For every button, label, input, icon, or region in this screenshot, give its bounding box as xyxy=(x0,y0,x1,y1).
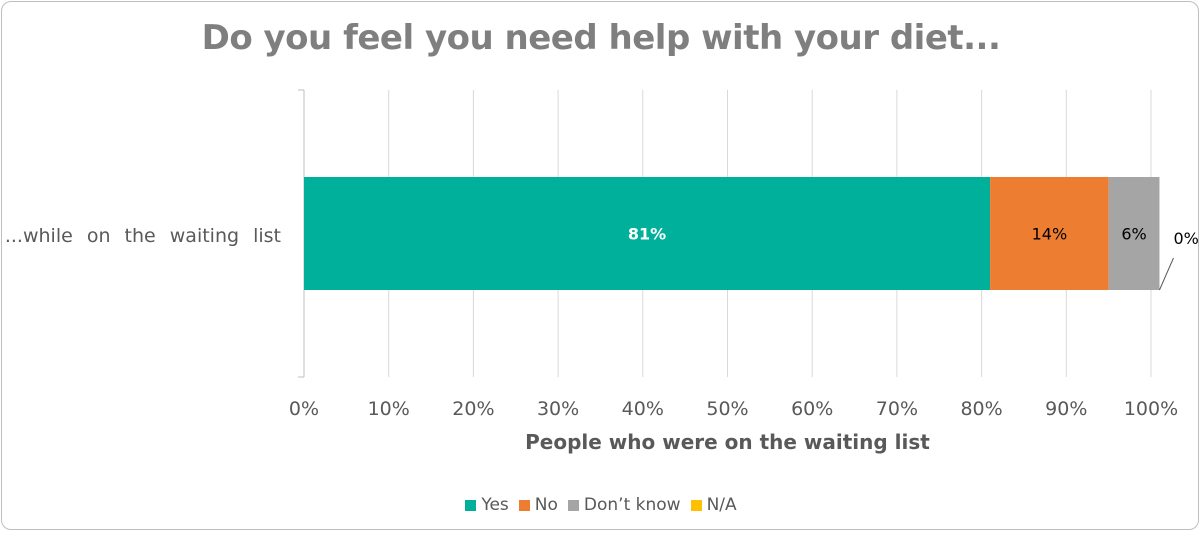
x-tick-label: 50% xyxy=(706,398,748,420)
data-label: 6% xyxy=(1121,225,1146,244)
x-tick-label: 30% xyxy=(537,398,579,420)
x-tick-label: 80% xyxy=(960,398,1002,420)
x-axis-title: People who were on the waiting list xyxy=(525,430,930,454)
legend-label: Yes xyxy=(481,495,509,515)
x-tick-label: 70% xyxy=(876,398,918,420)
legend-label: N/A xyxy=(706,495,737,515)
legend-item: Don’t know xyxy=(567,495,681,515)
category-label: ...while on the waiting list xyxy=(5,225,281,247)
data-label: 81% xyxy=(628,225,666,244)
x-tick-label: 90% xyxy=(1045,398,1087,420)
legend-label: No xyxy=(534,495,558,515)
legend-swatch xyxy=(690,499,702,511)
bar-segment xyxy=(304,177,991,290)
bar-segment xyxy=(990,177,1109,290)
x-tick-label: 100% xyxy=(1124,398,1178,420)
legend-swatch xyxy=(518,499,530,511)
x-tick-label: 10% xyxy=(368,398,410,420)
chart-legend: Yes No Don’t know N/A xyxy=(0,495,1202,516)
data-label: 0% xyxy=(1173,229,1198,248)
legend-item: Yes xyxy=(465,495,509,515)
legend-swatch xyxy=(567,499,579,511)
x-tick-label: 0% xyxy=(289,398,319,420)
bar-segment xyxy=(1108,177,1160,290)
legend-item: No xyxy=(518,495,558,515)
x-tick-label: 20% xyxy=(452,398,494,420)
chart-title: Do you feel you need help with your diet… xyxy=(201,18,1001,58)
x-tick-label: 40% xyxy=(622,398,664,420)
x-tick-label: 60% xyxy=(791,398,833,420)
legend-label: Don’t know xyxy=(583,495,681,515)
legend-swatch xyxy=(465,499,477,511)
legend-item: N/A xyxy=(690,495,737,515)
data-label-leader xyxy=(1159,257,1174,291)
data-label: 14% xyxy=(1032,225,1068,244)
